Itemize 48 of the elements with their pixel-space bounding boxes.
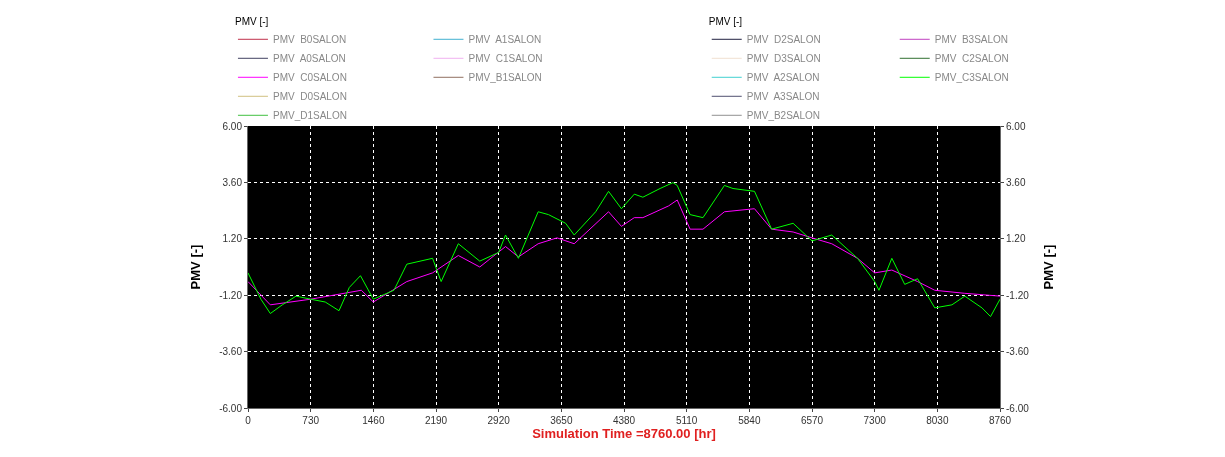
x-tick-label: 730 <box>302 415 320 426</box>
x-axis-title: Simulation Time =8760.00 [hr] <box>532 426 716 441</box>
legend-label: PMV_B2SALON <box>746 110 821 122</box>
x-tick-label: 8030 <box>926 415 949 426</box>
legend-label: PMV B0SALON <box>272 34 347 46</box>
x-tick-label: 0 <box>245 415 252 426</box>
x-tick-label: 7300 <box>863 415 887 426</box>
x-tick-label: 5110 <box>675 415 698 426</box>
x-tick-label: 2920 <box>487 415 511 426</box>
text: PMV [-] <box>708 15 743 27</box>
x-tick-label: 8760 <box>988 415 1012 426</box>
x-tick-label: 1460 <box>362 415 385 426</box>
x-tick-label: 3650 <box>550 415 573 426</box>
legend-label: PMV D3SALON <box>746 53 821 65</box>
y-tick-label: 1.20 <box>222 233 243 245</box>
x-tick-label: 4380 <box>612 415 636 426</box>
y-tick-label: 6.00 <box>222 120 243 132</box>
legend-label: PMV A0SALON <box>272 53 346 65</box>
legend-label: PMV C2SALON <box>934 53 1009 65</box>
y-tick-label: -1.20 <box>219 289 243 301</box>
x-tick-label: 6570 <box>800 415 824 426</box>
y2-tick-label: 1.20 <box>1006 233 1026 245</box>
y2-tick-label: 6.00 <box>1006 120 1026 132</box>
x-tick-label: 2190 <box>424 415 448 426</box>
legend-label: PMV C0SALON <box>272 72 347 84</box>
legend-title: PMV [-] <box>234 15 269 27</box>
y2-tick-label: 3.60 <box>1006 176 1026 188</box>
legend-label: PMV_D1SALON <box>272 110 347 122</box>
y2-tick-label: -1.20 <box>1006 289 1030 301</box>
y-tick-label: -3.60 <box>219 346 243 358</box>
y-tick-label: -6.00 <box>219 402 243 414</box>
y2-axis-title: PMV [-] <box>1040 244 1056 290</box>
legend-label: PMV_B1SALON <box>468 72 542 84</box>
y-tick-label: 3.60 <box>222 176 243 188</box>
y-axis-title: PMV [-] <box>188 244 204 290</box>
legend-label: PMV_C3SALON <box>934 72 1009 84</box>
legend-label: PMV C1SALON <box>468 53 543 65</box>
legend-label: PMV A3SALON <box>746 91 820 103</box>
y2-tick-label: -3.60 <box>1006 346 1030 358</box>
line-series <box>248 182 1000 318</box>
line-series <box>248 199 1000 306</box>
y2-tick-label: -6.00 <box>1006 402 1030 414</box>
legend-label: PMV A1SALON <box>468 34 542 46</box>
legend-label: PMV D2SALON <box>746 34 821 46</box>
legend-label: PMV D0SALON <box>272 91 347 103</box>
x-tick-label: 5840 <box>738 415 761 426</box>
legend-label: PMV B3SALON <box>934 34 1009 46</box>
legend-label: PMV A2SALON <box>746 72 820 84</box>
